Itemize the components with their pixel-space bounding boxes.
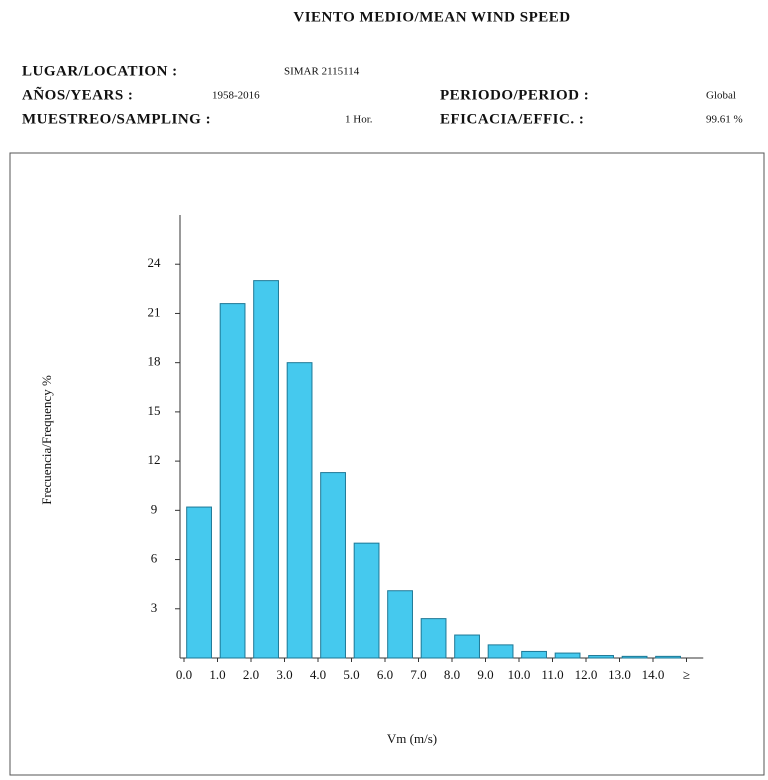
x-tick-label: 7.0 bbox=[410, 667, 426, 682]
x-tick-label: ≥ bbox=[683, 667, 690, 682]
bar bbox=[655, 655, 681, 659]
x-tick-label: 4.0 bbox=[310, 667, 326, 682]
field-label: PERIODO/PERIOD : bbox=[440, 87, 589, 103]
bar bbox=[286, 362, 313, 659]
field-label: LUGAR/LOCATION : bbox=[22, 63, 178, 79]
page-title: VIENTO MEDIO/MEAN WIND SPEED bbox=[293, 9, 570, 25]
field-value: SIMAR 2115114 bbox=[284, 66, 360, 78]
bar bbox=[353, 542, 380, 659]
x-tick-label: 13.0 bbox=[608, 667, 631, 682]
bar bbox=[320, 472, 346, 659]
y-tick-label: 12 bbox=[148, 452, 161, 467]
x-tick-label: 14.0 bbox=[642, 667, 665, 682]
bar bbox=[387, 590, 413, 659]
x-axis-label: Vm (m/s) bbox=[387, 731, 437, 746]
x-tick-label: 2.0 bbox=[243, 667, 259, 682]
y-axis-label: Frecuencia/Frequency % bbox=[39, 375, 54, 505]
field-value: Global bbox=[706, 90, 736, 102]
field-value: 1 Hor. bbox=[345, 114, 373, 126]
x-tick-label: 9.0 bbox=[477, 667, 493, 682]
bar bbox=[219, 303, 246, 659]
bar bbox=[186, 506, 212, 659]
field-value: 99.61 % bbox=[706, 114, 743, 126]
bar bbox=[454, 634, 480, 659]
x-tick-label: 1.0 bbox=[209, 667, 225, 682]
y-tick-label: 24 bbox=[148, 255, 162, 270]
x-tick-label: 3.0 bbox=[276, 667, 292, 682]
bar bbox=[621, 655, 648, 659]
y-tick-label: 21 bbox=[148, 304, 161, 319]
y-tick-label: 18 bbox=[148, 354, 161, 369]
field-label: EFICACIA/EFFIC. : bbox=[440, 111, 584, 127]
y-tick-label: 6 bbox=[151, 551, 158, 566]
x-tick-label: 6.0 bbox=[377, 667, 393, 682]
x-tick-label: 5.0 bbox=[343, 667, 359, 682]
x-tick-label: 0.0 bbox=[176, 667, 192, 682]
bar bbox=[420, 618, 447, 659]
field-label: MUESTREO/SAMPLING : bbox=[22, 111, 211, 127]
y-tick-label: 3 bbox=[151, 600, 158, 615]
y-tick-label: 15 bbox=[148, 403, 161, 418]
x-tick-label: 12.0 bbox=[575, 667, 598, 682]
field-label: AÑOS/YEARS : bbox=[22, 85, 133, 103]
x-tick-label: 10.0 bbox=[508, 667, 531, 682]
bar bbox=[487, 644, 514, 659]
bar bbox=[521, 650, 547, 659]
bar bbox=[253, 280, 279, 659]
x-tick-label: 8.0 bbox=[444, 667, 460, 682]
chart-frame bbox=[9, 152, 765, 776]
bar bbox=[588, 655, 614, 659]
y-tick-label: 9 bbox=[151, 501, 158, 516]
x-tick-label: 11.0 bbox=[541, 667, 563, 682]
field-value: 1958-2016 bbox=[212, 90, 260, 102]
bar bbox=[554, 652, 581, 659]
